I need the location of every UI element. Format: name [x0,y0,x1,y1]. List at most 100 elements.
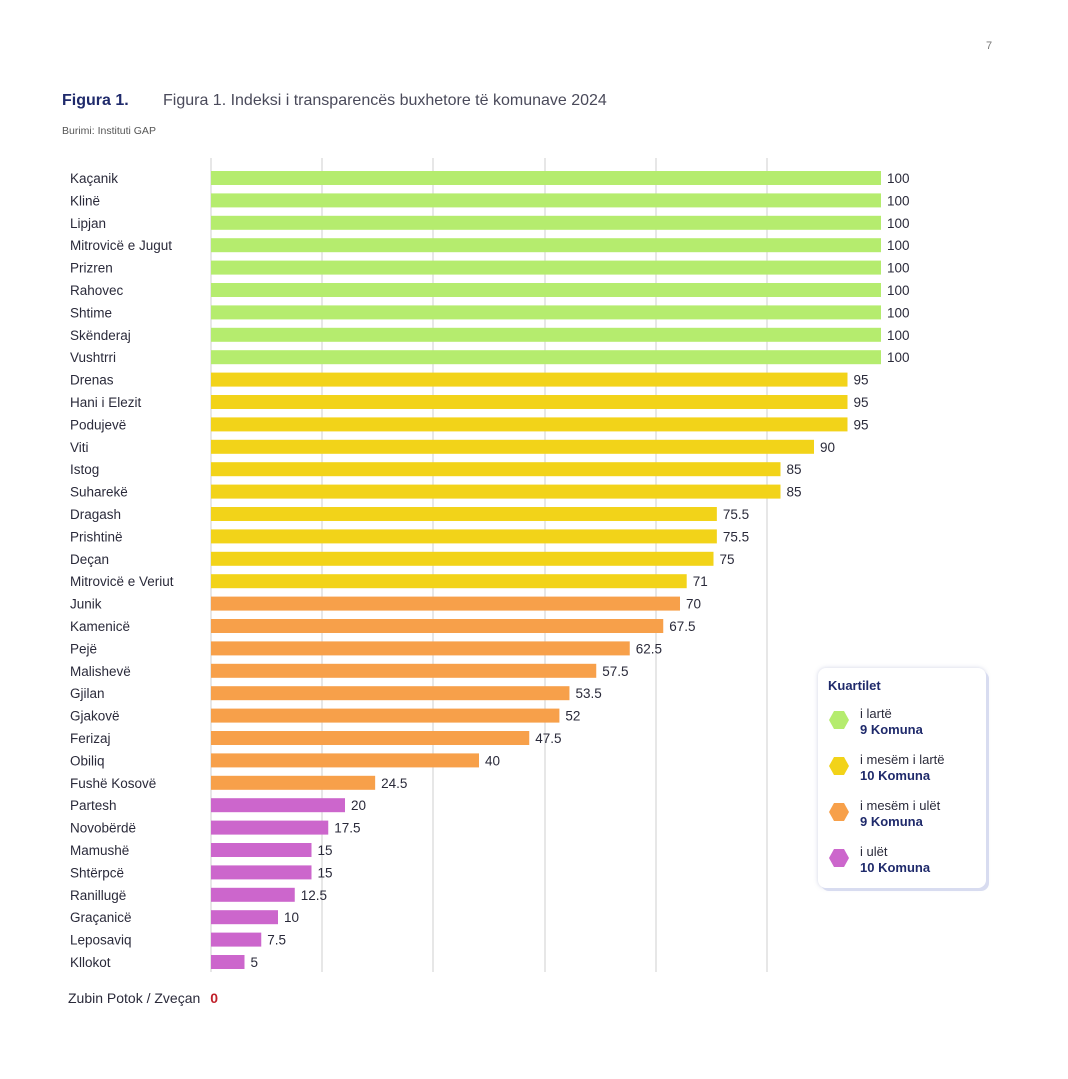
legend-item-count: 9 Komuna [860,722,923,737]
value-label: 75 [720,552,735,567]
legend-item-label: i ulët [860,844,888,859]
hexagon-icon [829,711,849,729]
bar [211,753,479,768]
value-label: 85 [787,485,802,500]
bar [211,484,781,499]
category-label: Partesh [70,798,117,813]
value-label: 100 [887,193,910,208]
legend-item-upper-mid: i mesëm i lartë 10 Komuna [828,752,983,786]
bar [211,574,687,589]
category-label: Gjilan [70,686,105,701]
value-label: 15 [318,843,333,858]
category-label: Klinë [70,193,100,208]
bar [211,820,329,835]
bar [211,529,717,544]
hexagon-icon [829,849,849,867]
bar [211,686,570,701]
category-label: Rahovec [70,283,124,298]
category-label: Kamenicë [70,619,130,634]
legend-item-high: i lartë 9 Komuna [828,706,983,740]
value-label: 67.5 [669,619,695,634]
bar [211,955,245,969]
bar [211,305,881,320]
category-label: Hani i Elezit [70,395,142,410]
category-label: Vushtrri [70,350,116,365]
hexagon-icon [829,757,849,775]
category-label: Shtërpcë [70,865,124,880]
bar [211,843,312,857]
bar [211,260,881,275]
value-label: 7.5 [267,933,286,948]
bar [211,395,848,409]
category-label: Mitrovicë e Jugut [70,238,172,253]
bar [211,865,312,880]
bar [211,507,717,521]
legend-item-low: i ulët 10 Komuna [828,844,983,878]
bar [211,462,781,477]
value-label: 47.5 [535,731,561,746]
value-labels: 100 100 100 100 100 100 100 100 100 95 95 95 90 85 85 7… [251,171,910,970]
value-label: 90 [820,440,835,455]
category-label: Kllokot [70,955,111,970]
value-label: 24.5 [381,776,407,791]
bar [211,798,345,813]
category-label: Ranillugë [70,888,126,903]
category-label: Podujevë [70,417,126,432]
value-label: 75.5 [723,507,749,522]
bar [211,731,530,745]
value-label: 100 [887,328,910,343]
value-label: 15 [318,865,333,880]
category-label: Obiliq [70,753,105,768]
legend-item-label: i lartë [860,706,892,721]
value-label: 100 [887,171,910,186]
value-label: 57.5 [602,664,628,679]
page-number: 7 [986,40,993,52]
value-label: 95 [854,373,869,388]
category-label: Gjakovë [70,709,120,724]
category-label: Leposaviq [70,933,132,948]
footnote-category: Zubin Potok / Zveçan [68,990,201,1006]
footnote: Zubin Potok / Zveçan 0 [68,990,218,1006]
category-label: Drenas [70,373,114,388]
category-label: Deçan [70,552,109,567]
value-label: 100 [887,216,910,231]
category-label: Mitrovicë e Veriut [70,574,174,589]
value-label: 100 [887,261,910,276]
category-label: Malishevë [70,664,131,679]
legend-item-count: 10 Komuna [860,860,931,875]
bar [211,596,680,611]
bar [211,708,560,723]
bar [211,350,881,365]
value-label: 10 [284,910,299,925]
bar [211,238,881,253]
value-label: 75.5 [723,529,749,544]
value-label: 17.5 [334,821,360,836]
figure-label: Figura 1. [62,92,129,109]
value-label: 100 [887,283,910,298]
legend-title: Kuartilet [828,678,881,693]
category-label: Pejë [70,641,97,656]
legend-item-label: i mesëm i lartë [860,752,945,767]
legend-item-count: 10 Komuna [860,768,931,783]
category-label: Junik [70,597,102,612]
category-label: Graçanicë [70,910,132,925]
category-label: Prishtinë [70,529,123,544]
value-label: 95 [854,417,869,432]
value-label: 85 [787,462,802,477]
category-label: Mamushë [70,843,129,858]
value-label: 62.5 [636,641,662,656]
category-label: Shtime [70,305,112,320]
bar [211,439,814,454]
category-label: Istog [70,462,99,477]
legend-item-count: 9 Komuna [860,814,923,829]
bar [211,641,630,656]
category-labels: Kaçanik Klinë Lipjan Mitrovicë e Jugut Prizr… [70,171,174,970]
category-label: Fushë Kosovë [70,776,156,791]
figure-source: Burimi: Instituti GAP [62,125,156,137]
value-label: 100 [887,238,910,253]
bar [211,887,295,902]
bar [211,663,597,678]
value-label: 40 [485,753,500,768]
bar [211,417,848,432]
